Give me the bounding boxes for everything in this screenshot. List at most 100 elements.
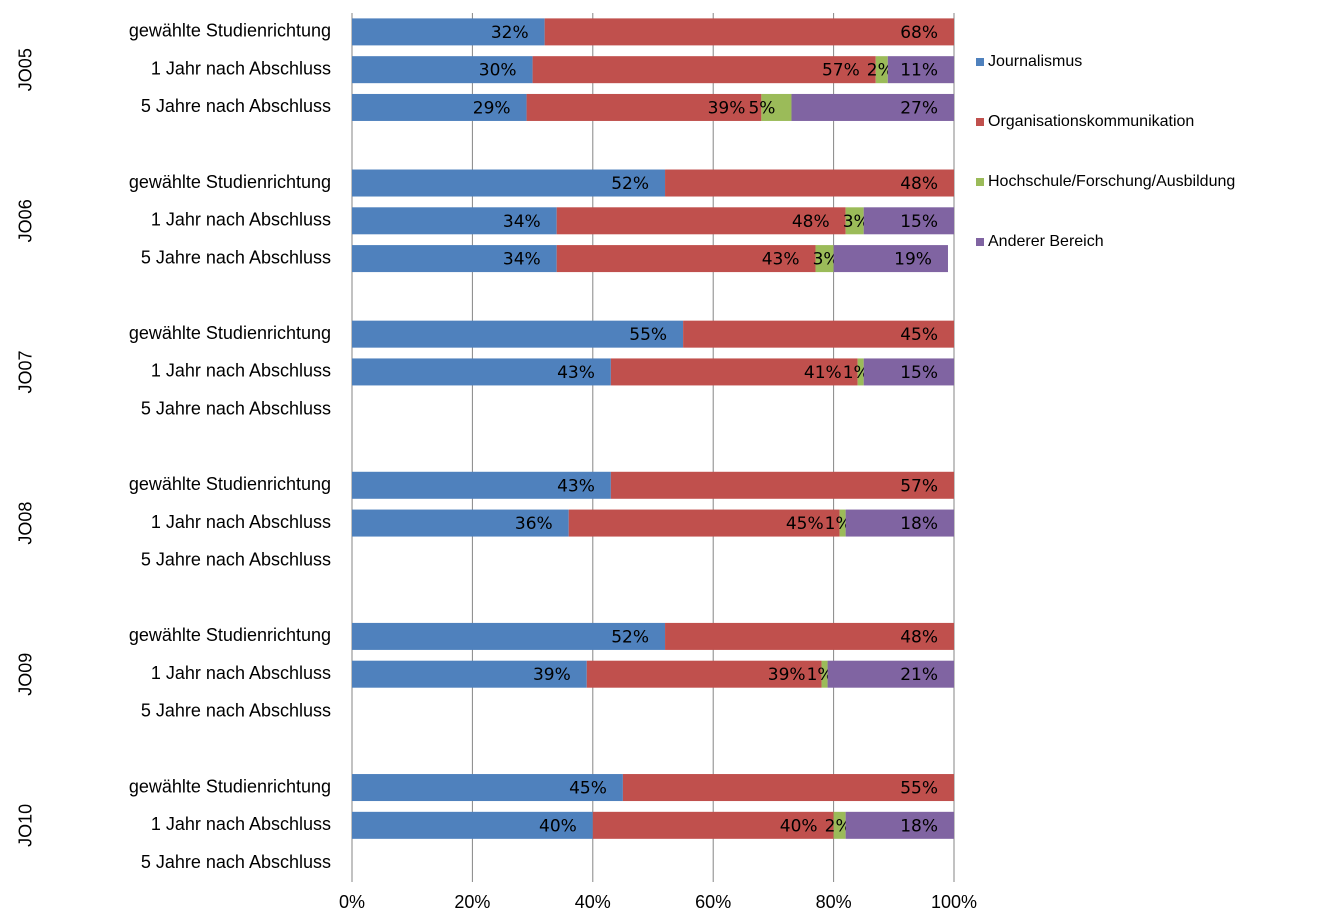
value-label: 57% bbox=[900, 476, 938, 496]
bar-segment bbox=[352, 169, 666, 197]
bar-segment bbox=[556, 245, 816, 273]
value-label: 21% bbox=[900, 665, 938, 685]
value-label: 1% bbox=[807, 665, 834, 685]
row-label: gewählte Studienrichtung bbox=[129, 21, 331, 41]
row-label: gewählte Studienrichtung bbox=[129, 776, 331, 796]
bar-segment bbox=[887, 56, 954, 84]
row-label: 1 Jahr nach Abschluss bbox=[151, 814, 331, 834]
bar-segment bbox=[532, 56, 876, 84]
bar-segment bbox=[568, 509, 840, 537]
group-label: JO10 bbox=[16, 804, 36, 847]
bar-segment bbox=[352, 471, 611, 499]
bar-segment bbox=[586, 660, 822, 688]
value-label: 11% bbox=[900, 61, 938, 81]
bar-segment bbox=[821, 660, 828, 688]
x-tick-label: 40% bbox=[575, 892, 611, 912]
row-label: 1 Jahr nach Abschluss bbox=[151, 663, 331, 683]
bar-segment bbox=[352, 509, 569, 537]
value-label: 34% bbox=[503, 250, 541, 270]
legend-label: Anderer Bereich bbox=[988, 233, 1104, 250]
bar-segment bbox=[592, 811, 834, 839]
value-label: 43% bbox=[762, 250, 800, 270]
value-label: 15% bbox=[900, 212, 938, 232]
row-label: 5 Jahre nach Abschluss bbox=[141, 398, 331, 418]
value-label: 34% bbox=[503, 212, 541, 232]
bar-segment bbox=[833, 811, 846, 839]
bar-segment bbox=[352, 207, 557, 235]
bar-segment bbox=[791, 93, 954, 121]
bar-segment bbox=[352, 774, 623, 802]
value-label: 55% bbox=[629, 325, 667, 345]
bar-segment bbox=[544, 18, 954, 46]
value-label: 40% bbox=[539, 816, 577, 836]
value-label: 19% bbox=[894, 250, 932, 270]
value-label: 39% bbox=[768, 665, 806, 685]
x-tick-label: 80% bbox=[816, 892, 852, 912]
value-label: 32% bbox=[491, 23, 529, 43]
value-label: 52% bbox=[611, 174, 649, 194]
row-label: 5 Jahre nach Abschluss bbox=[141, 550, 331, 570]
value-label: 55% bbox=[900, 779, 938, 799]
value-label: 2% bbox=[825, 816, 852, 836]
value-label: 39% bbox=[708, 98, 746, 118]
group-label: JO05 bbox=[16, 48, 36, 91]
value-label: 36% bbox=[515, 514, 553, 534]
row-label: 5 Jahre nach Abschluss bbox=[141, 701, 331, 721]
row-label: 1 Jahr nach Abschluss bbox=[151, 361, 331, 381]
bar-segment bbox=[352, 320, 684, 348]
bar-segment bbox=[352, 93, 527, 121]
value-label: 68% bbox=[900, 23, 938, 43]
value-label: 48% bbox=[900, 174, 938, 194]
bar-segment bbox=[761, 93, 792, 121]
value-label: 45% bbox=[786, 514, 824, 534]
legend-label: Hochschule/Forschung/Ausbildung bbox=[988, 173, 1235, 190]
x-tick-label: 60% bbox=[695, 892, 731, 912]
bar-segment bbox=[622, 774, 954, 802]
row-label: 1 Jahr nach Abschluss bbox=[151, 512, 331, 532]
bar-segment bbox=[683, 320, 954, 348]
value-label: 30% bbox=[479, 61, 517, 81]
legend-swatch bbox=[976, 118, 984, 126]
bar-segment bbox=[526, 93, 762, 121]
bar-segment bbox=[352, 622, 666, 650]
bar-segment bbox=[863, 358, 954, 386]
row-label: gewählte Studienrichtung bbox=[129, 172, 331, 192]
value-label: 45% bbox=[900, 325, 938, 345]
bar-segment bbox=[833, 245, 948, 273]
legend-swatch bbox=[976, 58, 984, 66]
x-tick-label: 0% bbox=[339, 892, 365, 912]
value-label: 41% bbox=[804, 363, 842, 383]
value-label: 5% bbox=[748, 98, 775, 118]
value-label: 52% bbox=[611, 627, 649, 647]
value-label: 48% bbox=[792, 212, 830, 232]
row-label: gewählte Studienrichtung bbox=[129, 625, 331, 645]
group-label: JO09 bbox=[16, 653, 36, 696]
bar-segment bbox=[827, 660, 954, 688]
group-label: JO08 bbox=[16, 502, 36, 545]
legend-swatch bbox=[976, 238, 984, 246]
bar-segment bbox=[845, 207, 864, 235]
bar-segment bbox=[875, 56, 888, 84]
x-tick-label: 100% bbox=[931, 892, 977, 912]
value-label: 18% bbox=[900, 514, 938, 534]
x-tick-label: 20% bbox=[454, 892, 490, 912]
value-label: 1% bbox=[825, 514, 852, 534]
value-label: 29% bbox=[473, 98, 511, 118]
legend-swatch bbox=[976, 178, 984, 186]
bar-segment bbox=[839, 509, 846, 537]
row-label: gewählte Studienrichtung bbox=[129, 474, 331, 494]
value-label: 1% bbox=[843, 363, 870, 383]
value-label: 39% bbox=[533, 665, 571, 685]
bar-segment bbox=[665, 169, 954, 197]
value-label: 45% bbox=[569, 779, 607, 799]
value-label: 48% bbox=[900, 627, 938, 647]
bar-segment bbox=[352, 18, 545, 46]
bar-segment bbox=[610, 358, 858, 386]
bar-segment bbox=[352, 56, 533, 84]
row-label: 5 Jahre nach Abschluss bbox=[141, 852, 331, 872]
group-label: JO06 bbox=[16, 199, 36, 242]
legend-label: Journalismus bbox=[988, 53, 1082, 70]
value-label: 3% bbox=[843, 212, 870, 232]
bar-segment bbox=[352, 660, 587, 688]
